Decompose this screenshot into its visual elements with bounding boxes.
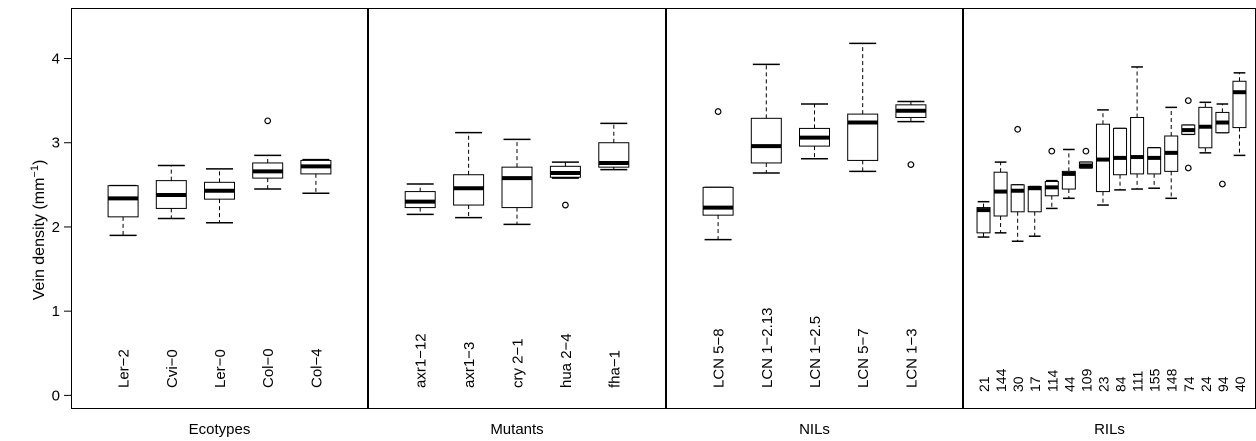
category-label: 44 bbox=[1061, 376, 1077, 392]
box bbox=[1232, 80, 1247, 129]
outlier-point bbox=[1184, 164, 1192, 172]
category-label: 109 bbox=[1078, 368, 1094, 392]
category-label: 23 bbox=[1095, 376, 1111, 392]
panel-label: RILs bbox=[1094, 421, 1125, 438]
category-label: 74 bbox=[1181, 376, 1197, 392]
category-label: 114 bbox=[1044, 369, 1060, 392]
box bbox=[702, 186, 734, 216]
category-label: fha−1 bbox=[606, 350, 623, 388]
outlier-point bbox=[1219, 180, 1226, 188]
category-label: 144 bbox=[993, 368, 1009, 392]
y-tick-label: 3 bbox=[52, 135, 60, 152]
y-tick-label: 0 bbox=[52, 387, 60, 404]
box bbox=[404, 191, 436, 209]
category-label: hua 2−4 bbox=[558, 333, 575, 388]
category-label: LCN 1−3 bbox=[903, 328, 920, 388]
category-label: Cvi−0 bbox=[164, 349, 181, 388]
category-label: LCN 5−7 bbox=[855, 328, 872, 388]
box bbox=[1113, 127, 1128, 176]
panel-label: Mutants bbox=[490, 421, 543, 438]
y-tick-label: 1 bbox=[52, 303, 60, 320]
outlier-point bbox=[264, 117, 272, 125]
category-label: 94 bbox=[1215, 376, 1231, 392]
y-tick-label: 4 bbox=[52, 51, 60, 68]
outlier-point bbox=[1184, 97, 1192, 105]
category-label: Col−0 bbox=[260, 348, 277, 388]
panel-frame bbox=[368, 8, 666, 409]
y-axis-label-main: Vein density (mm bbox=[31, 178, 48, 301]
category-label: cry 2−1 bbox=[510, 338, 527, 388]
category-label: Ler−0 bbox=[212, 349, 229, 388]
box bbox=[750, 117, 782, 164]
box bbox=[1027, 186, 1042, 213]
outlier-point bbox=[562, 201, 569, 209]
outlier-point bbox=[1048, 147, 1056, 155]
box bbox=[1147, 147, 1162, 175]
y-axis-label: Vein density (mm−1) bbox=[29, 160, 48, 301]
panel-label: Ecotypes bbox=[189, 421, 251, 438]
box bbox=[993, 171, 1008, 217]
category-label: LCN 1−2.13 bbox=[759, 308, 776, 388]
category-label: LCN 5−8 bbox=[711, 328, 728, 388]
box bbox=[501, 166, 533, 209]
category-label: Col−4 bbox=[308, 348, 325, 388]
category-label: axr1−12 bbox=[413, 333, 430, 388]
category-label: 148 bbox=[1164, 368, 1180, 392]
category-label: Ler−2 bbox=[116, 349, 133, 388]
panel-frame bbox=[71, 8, 368, 409]
category-label: 17 bbox=[1027, 376, 1043, 392]
category-label: 84 bbox=[1113, 376, 1129, 392]
y-axis-label-close: ) bbox=[31, 160, 48, 165]
category-label: 21 bbox=[976, 376, 992, 392]
category-label: 30 bbox=[1010, 376, 1026, 392]
outlier-point bbox=[714, 108, 722, 115]
y-axis-label-superscript: −1 bbox=[29, 165, 41, 178]
outlier-point bbox=[907, 161, 915, 169]
outlier-point bbox=[1014, 125, 1022, 133]
category-label: 24 bbox=[1198, 376, 1214, 392]
box bbox=[1130, 116, 1145, 175]
category-label: 155 bbox=[1147, 368, 1163, 392]
outlier-point bbox=[1082, 147, 1090, 155]
category-label: 40 bbox=[1232, 376, 1248, 392]
panel-frame bbox=[666, 8, 963, 409]
box bbox=[976, 207, 991, 234]
y-tick-label: 2 bbox=[52, 219, 60, 236]
panel-label: NILs bbox=[799, 421, 830, 438]
category-label: axr1−3 bbox=[461, 342, 478, 388]
category-label: LCN 1−2.5 bbox=[807, 316, 824, 388]
box bbox=[107, 185, 139, 218]
category-label: 111 bbox=[1130, 371, 1146, 392]
